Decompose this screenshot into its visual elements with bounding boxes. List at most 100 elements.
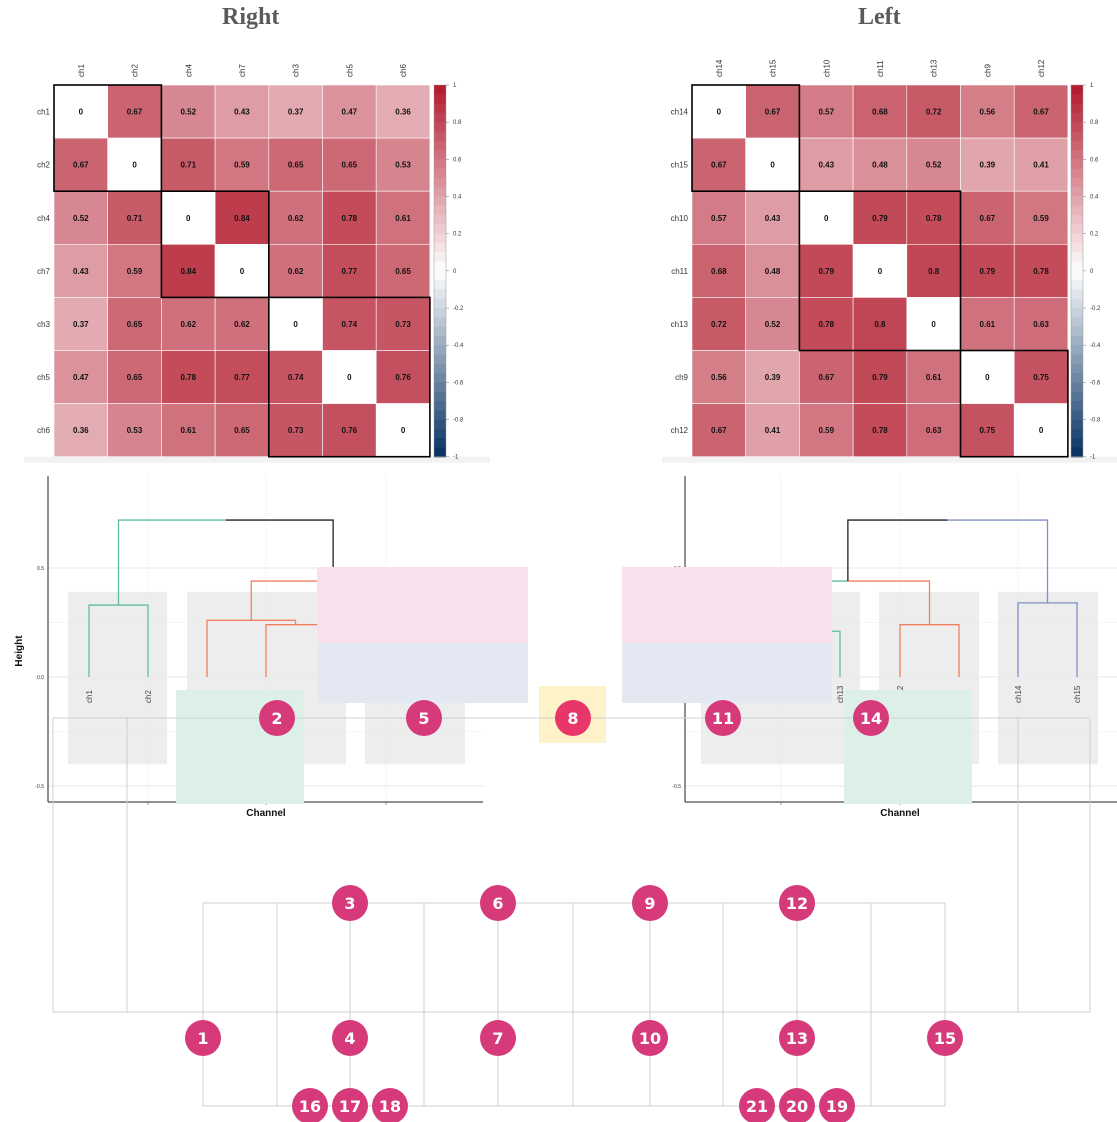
colorbar-segment — [434, 177, 446, 188]
y-tick-label: 0.0 — [37, 675, 44, 681]
colorbar-segment — [434, 233, 446, 244]
cell-value: 0.52 — [180, 108, 196, 117]
colorbar-segment — [1071, 85, 1083, 95]
colorbar-segment — [1071, 447, 1083, 458]
column-label: ch7 — [238, 64, 247, 77]
row-label: ch2 — [37, 161, 50, 170]
colorbar-segment — [434, 345, 446, 356]
electrode-badge-label: 7 — [492, 1029, 503, 1048]
colorbar-segment — [1071, 103, 1083, 114]
heatmap-cell — [1013, 244, 1069, 298]
cell-value: 0.43 — [765, 214, 781, 223]
electrode-badge-label: 21 — [746, 1097, 768, 1116]
colorbar-segment — [1071, 233, 1083, 244]
column-label: ch9 — [983, 64, 992, 77]
heatmap-cell — [107, 297, 162, 351]
colorbar-tick-label: -0.4 — [1090, 343, 1101, 349]
heatmap-cell — [161, 350, 216, 404]
heatmap-cell — [691, 350, 747, 404]
cell-value: 0.77 — [234, 373, 250, 382]
colorbar-segment — [1071, 224, 1083, 235]
heatmap-cell — [691, 403, 747, 458]
colorbar-tick-label: 1 — [453, 83, 457, 89]
colorbar-tick-label: -0.6 — [1090, 380, 1101, 386]
column-label: ch5 — [345, 64, 354, 77]
cell-value: 0.78 — [872, 426, 888, 435]
colorbar-segment — [434, 298, 446, 309]
cell-value: 0.57 — [711, 214, 727, 223]
cluster-block — [53, 84, 163, 192]
colorbar-segment — [1071, 382, 1083, 393]
cell-value: 0.84 — [234, 214, 250, 223]
colorbar-tick-label: 0.4 — [1090, 195, 1099, 201]
cell-value: 0.59 — [818, 426, 834, 435]
dendrogram-link — [847, 580, 931, 625]
heatmap-cell — [322, 350, 377, 404]
cell-value: 0.67 — [1033, 108, 1049, 117]
y-tick-label: -0.5 — [672, 784, 681, 790]
cell-value: 0.52 — [926, 161, 942, 170]
colorbar-segment — [434, 363, 446, 374]
heatmap-cell — [375, 297, 431, 351]
colorbar-segment — [434, 447, 446, 458]
heatmap-cell — [1013, 84, 1069, 139]
row-label: ch6 — [37, 426, 50, 435]
electrode-badge-label: 10 — [639, 1029, 661, 1048]
row-label: ch5 — [37, 373, 50, 382]
leaf-label: ch2 — [144, 690, 153, 703]
cell-value: 0.79 — [980, 267, 996, 276]
cell-value: 0.67 — [127, 108, 143, 117]
electrode-badge-label: 9 — [644, 894, 655, 913]
cell-value: 0.57 — [818, 108, 834, 117]
colorbar-segment — [1071, 252, 1083, 263]
heatmap-cell — [375, 137, 431, 192]
colorbar-tick-label: 1 — [1090, 83, 1094, 89]
y-tick-label: 0.5 — [37, 566, 44, 572]
cell-value: 0.56 — [711, 373, 727, 382]
region — [622, 643, 832, 703]
cell-value: 0.73 — [395, 320, 411, 329]
row-label: ch10 — [671, 214, 689, 223]
electrode-badge-label: 17 — [339, 1097, 361, 1116]
row-label: ch11 — [671, 267, 688, 276]
cell-value: 0.41 — [765, 426, 781, 435]
heatmap-cell — [691, 244, 747, 298]
leaf-label: ch15 — [1073, 685, 1082, 703]
colorbar-segment — [434, 242, 446, 253]
colorbar-segment — [434, 112, 446, 123]
colorbar-segment — [434, 419, 446, 430]
cell-value: 0.62 — [288, 214, 304, 223]
colorbar-segment — [1071, 270, 1083, 281]
cell-value: 0.74 — [342, 320, 358, 329]
cell-value: 0.61 — [180, 426, 196, 435]
cell-value: 0.53 — [395, 161, 411, 170]
electrode-badge-label: 5 — [418, 709, 429, 728]
cell-value: 0.74 — [288, 373, 304, 382]
electrode-badge — [372, 1088, 408, 1122]
row-label: ch1 — [37, 108, 50, 117]
colorbar-segment — [434, 382, 446, 393]
colorbar-segment — [1071, 326, 1083, 337]
cell-value: 0.41 — [1033, 161, 1049, 170]
heatmap-cell — [53, 403, 109, 458]
cell-value: 0.65 — [127, 320, 143, 329]
cell-value: 0.65 — [342, 161, 358, 170]
cluster-block — [798, 190, 962, 352]
cell-value: 0 — [293, 320, 298, 329]
electrode-badge — [779, 1088, 815, 1122]
dendrogram-link — [847, 519, 948, 582]
cell-value: 0 — [717, 108, 722, 117]
y-axis-title: Height — [14, 635, 25, 667]
cell-value: 0.68 — [872, 108, 888, 117]
cell-value: 0.53 — [127, 426, 143, 435]
electrode-badge — [185, 1020, 221, 1056]
colorbar-tick-label: 0 — [453, 269, 457, 275]
colorbar-tick-label: 0.2 — [1090, 232, 1099, 238]
colorbar-segment — [1071, 280, 1083, 291]
colorbar-segment — [434, 391, 446, 402]
cell-value: 0.67 — [711, 426, 727, 435]
column-label: ch11 — [876, 60, 885, 77]
electrode-badge-label: 2 — [271, 709, 282, 728]
